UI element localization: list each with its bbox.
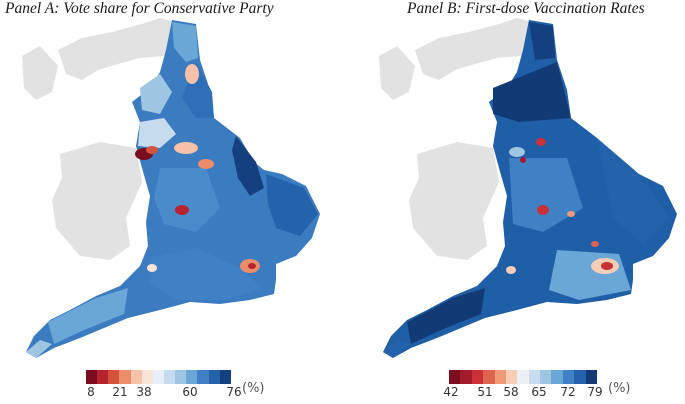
birmingham-hotspot (537, 205, 549, 215)
panel-a: Panel A: Vote share for Conservative Par… (0, 0, 342, 404)
bristol-hotspot (506, 266, 516, 274)
legend-swatch (175, 370, 187, 384)
london-core (601, 262, 613, 270)
legend-swatch (141, 370, 153, 384)
legend-swatch (108, 370, 120, 384)
birmingham-hotspot (175, 205, 189, 215)
panel-b: Panel B: First-dose Vaccination Rates (343, 0, 685, 404)
legend-tick: 60 (182, 385, 198, 399)
sheffield-hotspot (198, 159, 214, 169)
legend-swatch (449, 370, 461, 384)
color-legend (449, 370, 597, 384)
legend-swatch (197, 370, 209, 384)
england-map (22, 18, 320, 358)
panel-title: Panel B: First-dose Vaccination Rates (407, 0, 645, 17)
legend-swatch (163, 370, 176, 384)
north-region (493, 62, 571, 122)
legend-tick: 58 (503, 385, 519, 399)
legend-tick: 65 (531, 385, 547, 399)
legend-unit: (%) (242, 381, 265, 396)
southwest-region (48, 288, 128, 344)
legend-swatch (86, 370, 98, 384)
northeast-region (172, 22, 198, 62)
scotland-area (415, 18, 535, 80)
leicester-hotspot (567, 211, 575, 217)
legend-swatch (585, 370, 597, 384)
legend-swatch (219, 370, 231, 384)
legend-tick: 8 (87, 385, 95, 399)
legend-swatch (517, 370, 529, 384)
lake-district-region (140, 74, 172, 114)
legend-swatch (97, 370, 109, 384)
legend-swatch (494, 370, 506, 384)
legend-swatch (471, 370, 484, 384)
scotland-area (58, 18, 178, 80)
legend-swatch (574, 370, 586, 384)
non-england-landmass (379, 18, 535, 260)
leeds-hotspot (174, 142, 198, 154)
western-coast-area (379, 46, 415, 100)
northeast-region (529, 22, 555, 60)
luton-hotspot (591, 241, 599, 247)
urban-hotspots (135, 64, 260, 273)
district-shading (26, 22, 318, 358)
south-region (150, 248, 262, 300)
lancashire-region (138, 118, 176, 148)
england-map (379, 18, 677, 358)
legend-swatch (208, 370, 220, 384)
legend-swatch (540, 370, 552, 384)
yorkshire-region (182, 62, 214, 118)
western-coast-area (22, 46, 58, 100)
legend-tick: 76 (226, 385, 242, 399)
legend-tick: 21 (112, 385, 128, 399)
lincolnshire-region (232, 136, 264, 196)
bristol-hotspot (147, 264, 157, 272)
panel-title: Panel A: Vote share for Conservative Par… (5, 0, 274, 17)
legend-swatch (528, 370, 540, 384)
manchester-hotspot (509, 147, 525, 157)
legend-tick: 79 (587, 385, 603, 399)
legend-swatch (119, 370, 131, 384)
district-shading (383, 22, 669, 358)
legend-tick: 38 (136, 385, 152, 399)
liverpool-hotspot (146, 146, 158, 154)
southwest-region (407, 288, 485, 344)
london-core (248, 263, 256, 269)
urban-hotspots (506, 138, 619, 274)
midlands-region (509, 158, 583, 232)
east-anglia-region (266, 174, 318, 236)
legend-tick: 51 (477, 385, 493, 399)
legend-swatch (460, 370, 472, 384)
color-legend (86, 370, 231, 384)
legend-swatch (505, 370, 518, 384)
legend-tick: 72 (560, 385, 576, 399)
wales-area (52, 142, 142, 260)
wales-area (409, 142, 499, 260)
east-region (597, 138, 669, 244)
bradford-hotspot (536, 138, 546, 146)
non-england-landmass (22, 18, 178, 260)
cornwall-tip (383, 340, 409, 358)
legend-swatch (551, 370, 563, 384)
legend-swatch (562, 370, 575, 384)
legend-swatch (130, 370, 142, 384)
newcastle-hotspot (185, 64, 199, 84)
legend-swatch (186, 370, 198, 384)
legend-swatch (152, 370, 164, 384)
cornwall-tip (26, 340, 52, 358)
legend-tick: 42 (443, 385, 459, 399)
midlands-region (154, 168, 220, 232)
legend-swatch (483, 370, 495, 384)
blackburn-hotspot (520, 157, 526, 163)
legend-unit: (%) (608, 381, 631, 396)
